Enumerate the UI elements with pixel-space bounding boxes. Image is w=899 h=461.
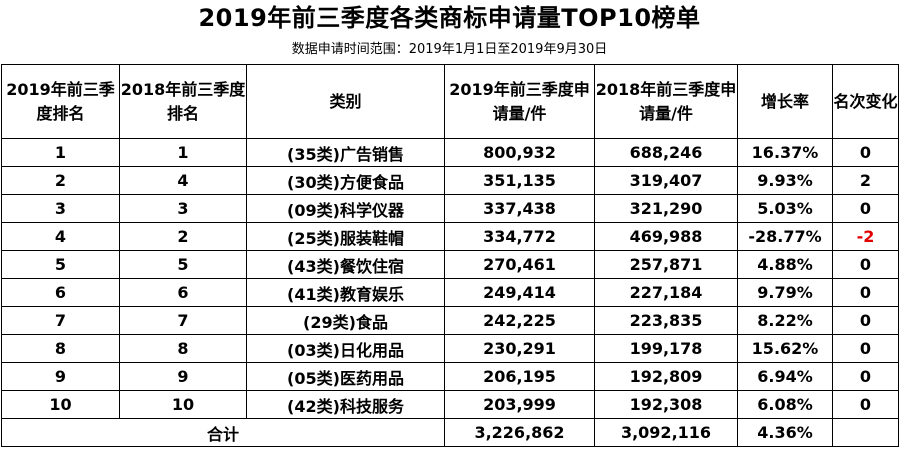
- category-cell: (29类)食品: [246, 306, 445, 335]
- applications-2018-cell: 223,835: [594, 306, 738, 335]
- applications-2019-cell: 242,225: [444, 306, 595, 335]
- table-row: 8 8 (03类)日化用品 230,291 199,178 15.62% 0: [1, 334, 899, 363]
- header-rank-2018: 2018年前三季度排名: [119, 64, 247, 139]
- rank-2019-cell: 6: [1, 278, 120, 307]
- growth-rate-cell: 6.94%: [737, 362, 833, 391]
- applications-2019-cell: 270,461: [444, 250, 595, 279]
- table-row: 9 9 (05类)医药用品 206,195 192,809 6.94% 0: [1, 362, 899, 391]
- applications-2018-cell: 319,407: [594, 166, 738, 195]
- rank-2019-cell: 5: [1, 250, 120, 279]
- rank-2018-cell: 9: [119, 362, 247, 391]
- rank-2018-cell: 10: [119, 390, 247, 419]
- growth-rate-cell: 9.93%: [737, 166, 833, 195]
- category-cell: (41类)教育娱乐: [246, 278, 445, 307]
- applications-2018-cell: 469,988: [594, 222, 738, 251]
- rank-2018-cell: 5: [119, 250, 247, 279]
- rank-change-cell: 2: [832, 166, 899, 195]
- rank-2019-cell: 10: [1, 390, 120, 419]
- growth-rate-cell: 5.03%: [737, 194, 833, 223]
- rank-2019-cell: 8: [1, 334, 120, 363]
- table-row: 6 6 (41类)教育娱乐 249,414 227,184 9.79% 0: [1, 278, 899, 307]
- applications-2019-cell: 206,195: [444, 362, 595, 391]
- applications-2019-cell: 351,135: [444, 166, 595, 195]
- header-row: 2019年前三季度排名 2018年前三季度排名 类别 2019年前三季度申请量/…: [1, 64, 899, 139]
- total-growth-rate: 4.36%: [737, 418, 833, 447]
- page-title: 2019年前三季度各类商标申请量TOP10榜单: [198, 4, 701, 32]
- rank-2019-cell: 1: [1, 138, 120, 167]
- rank-change-cell: 0: [832, 390, 899, 419]
- table-row: 5 5 (43类)餐饮住宿 270,461 257,871 4.88% 0: [1, 250, 899, 279]
- category-cell: (42类)科技服务: [246, 390, 445, 419]
- ranking-table: 2019年前三季度排名 2018年前三季度排名 类别 2019年前三季度申请量/…: [1, 64, 899, 447]
- rank-2018-cell: 7: [119, 306, 247, 335]
- rank-change-cell: 0: [832, 306, 899, 335]
- rank-change-cell: 0: [832, 194, 899, 223]
- rank-2018-cell: 1: [119, 138, 247, 167]
- applications-2018-cell: 227,184: [594, 278, 738, 307]
- applications-2019-cell: 230,291: [444, 334, 595, 363]
- growth-rate-cell: 6.08%: [737, 390, 833, 419]
- table-row: 3 3 (09类)科学仪器 337,438 321,290 5.03% 0: [1, 194, 899, 223]
- table-row: 1 1 (35类)广告销售 800,932 688,246 16.37% 0: [1, 138, 899, 167]
- applications-2018-cell: 199,178: [594, 334, 738, 363]
- applications-2019-cell: 337,438: [444, 194, 595, 223]
- applications-2018-cell: 321,290: [594, 194, 738, 223]
- rank-change-cell: 0: [832, 334, 899, 363]
- rank-change-cell-negative: -2: [832, 222, 899, 251]
- category-cell: (43类)餐饮住宿: [246, 250, 445, 279]
- total-applications-2019: 3,226,862: [444, 418, 595, 447]
- applications-2018-cell: 257,871: [594, 250, 738, 279]
- rank-2018-cell: 4: [119, 166, 247, 195]
- growth-rate-cell: 4.88%: [737, 250, 833, 279]
- header-applications-2018: 2018年前三季度申请量/件: [594, 64, 738, 139]
- growth-rate-cell: 15.62%: [737, 334, 833, 363]
- category-cell: (05类)医药用品: [246, 362, 445, 391]
- header-rank-change: 名次变化: [832, 64, 899, 139]
- total-applications-2018: 3,092,116: [594, 418, 738, 447]
- category-cell: (30类)方便食品: [246, 166, 445, 195]
- total-label: 合计: [1, 418, 445, 447]
- applications-2019-cell: 249,414: [444, 278, 595, 307]
- applications-2019-cell: 203,999: [444, 390, 595, 419]
- rank-2019-cell: 3: [1, 194, 120, 223]
- header-applications-2019: 2019年前三季度申请量/件: [444, 64, 595, 139]
- category-cell: (25类)服装鞋帽: [246, 222, 445, 251]
- total-rank-change: [832, 418, 899, 447]
- header-category: 类别: [246, 64, 445, 139]
- table-row: 7 7 (29类)食品 242,225 223,835 8.22% 0: [1, 306, 899, 335]
- applications-2018-cell: 192,308: [594, 390, 738, 419]
- applications-2019-cell: 800,932: [444, 138, 595, 167]
- category-cell: (35类)广告销售: [246, 138, 445, 167]
- category-cell: (03类)日化用品: [246, 334, 445, 363]
- applications-2019-cell: 334,772: [444, 222, 595, 251]
- rank-2019-cell: 2: [1, 166, 120, 195]
- rank-2019-cell: 9: [1, 362, 120, 391]
- table-row: 4 2 (25类)服装鞋帽 334,772 469,988 -28.77% -2: [1, 222, 899, 251]
- page-subtitle: 数据申请时间范围：2019年1月1日至2019年9月30日: [291, 42, 608, 57]
- table-row: 10 10 (42类)科技服务 203,999 192,308 6.08% 0: [1, 390, 899, 419]
- rank-change-cell: 0: [832, 362, 899, 391]
- applications-2018-cell: 192,809: [594, 362, 738, 391]
- growth-rate-cell: 8.22%: [737, 306, 833, 335]
- rank-2018-cell: 8: [119, 334, 247, 363]
- category-cell: (09类)科学仪器: [246, 194, 445, 223]
- growth-rate-cell: 9.79%: [737, 278, 833, 307]
- applications-2018-cell: 688,246: [594, 138, 738, 167]
- rank-2019-cell: 7: [1, 306, 120, 335]
- growth-rate-cell: -28.77%: [737, 222, 833, 251]
- growth-rate-cell: 16.37%: [737, 138, 833, 167]
- rank-change-cell: 0: [832, 250, 899, 279]
- header-rank-2019: 2019年前三季度排名: [1, 64, 120, 139]
- total-row: 合计 3,226,862 3,092,116 4.36%: [1, 418, 899, 447]
- rank-change-cell: 0: [832, 138, 899, 167]
- header-growth-rate: 增长率: [737, 64, 833, 139]
- rank-change-cell: 0: [832, 278, 899, 307]
- rank-2018-cell: 2: [119, 222, 247, 251]
- table-row: 2 4 (30类)方便食品 351,135 319,407 9.93% 2: [1, 166, 899, 195]
- rank-2018-cell: 3: [119, 194, 247, 223]
- rank-2019-cell: 4: [1, 222, 120, 251]
- rank-2018-cell: 6: [119, 278, 247, 307]
